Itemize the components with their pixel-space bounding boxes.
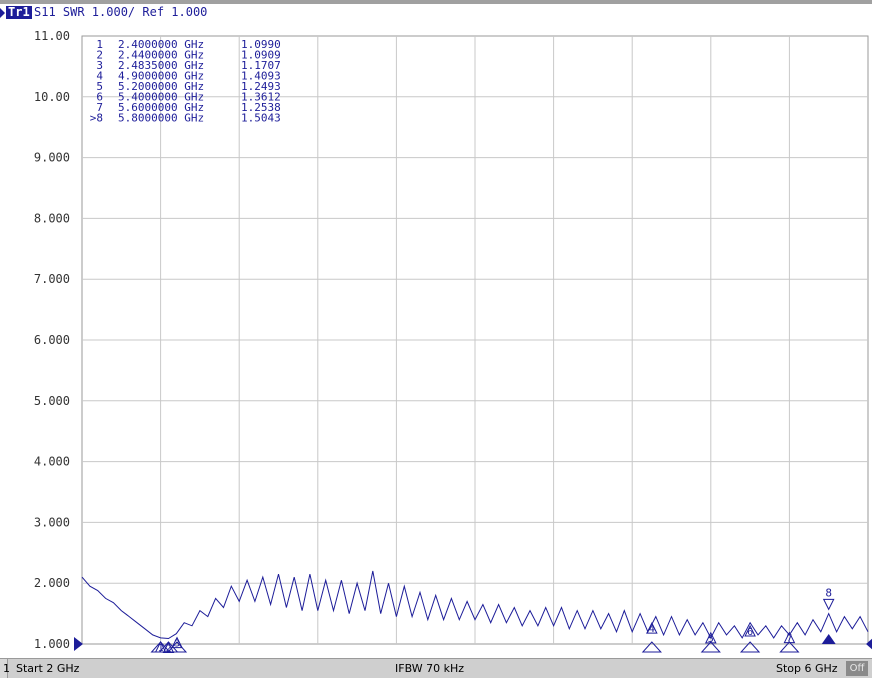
y-tick-label: 3.000 — [34, 515, 70, 529]
marker-position-icon[interactable] — [739, 641, 761, 653]
marker-table-id[interactable]: 1 — [96, 38, 103, 51]
swr-chart[interactable]: 1.000 2.000 3.000 4.000 5.000 6.000 7.000 8.000… — [0, 22, 872, 656]
y-tick-label: 2.000 — [34, 576, 70, 590]
y-tick-label: 9.000 — [34, 151, 70, 165]
active-marker-position-icon[interactable] — [821, 634, 836, 644]
y-tick-label: 7.000 — [34, 272, 70, 286]
marker-label: 6 — [747, 627, 753, 638]
marker-icon[interactable] — [646, 621, 658, 634]
marker-table-id[interactable]: 5 — [96, 80, 103, 93]
marker-table-value: 1.3612 — [241, 91, 281, 104]
marker-table-frequency: 4.9000000 GHz — [118, 70, 204, 83]
top-border — [0, 0, 872, 4]
reference-level-right-icon[interactable] — [866, 637, 872, 651]
off-indicator[interactable]: Off — [846, 661, 868, 676]
marker-table-frequency: 2.4400000 GHz — [118, 49, 204, 62]
marker-table-id[interactable]: 4 — [96, 70, 103, 83]
y-tick-label: 1.000 — [34, 637, 70, 651]
marker-position-icon[interactable] — [641, 641, 662, 653]
channel-number[interactable]: 1 — [0, 659, 10, 678]
marker-label: 1 — [158, 643, 164, 654]
marker-table-id[interactable]: 6 — [96, 91, 103, 104]
marker-table-frequency: 2.4835000 GHz — [118, 59, 204, 72]
marker-icon[interactable] — [171, 636, 183, 649]
status-bar: 1 Start 2 GHz IFBW 70 kHz Stop 6 GHz Off — [0, 658, 872, 678]
marker-label: 2 — [165, 643, 171, 654]
y-tick-label: 11.00 — [34, 29, 70, 43]
start-frequency[interactable]: Start 2 GHz — [16, 662, 80, 675]
marker-table-frequency: 2.4000000 GHz — [118, 38, 204, 51]
marker-table-value: 1.5043 — [241, 112, 281, 125]
trace-info: S11 SWR 1.000/ Ref 1.000 — [34, 5, 208, 19]
marker-table-id[interactable]: 7 — [96, 101, 103, 114]
marker-table-id[interactable]: >8 — [90, 112, 103, 125]
active-trace-arrow-icon — [0, 8, 5, 18]
marker-table-value: 1.4093 — [241, 70, 281, 83]
marker-label: 3 — [174, 639, 180, 650]
marker-table-frequency: 5.2000000 GHz — [118, 80, 204, 93]
marker-table-value: 1.2538 — [241, 101, 281, 114]
stop-frequency[interactable]: Stop 6 GHz — [776, 662, 838, 675]
marker-table-value: 1.1707 — [241, 59, 281, 72]
marker-icon[interactable] — [744, 624, 756, 637]
y-tick-label: 4.000 — [34, 455, 70, 469]
marker-label: 8 — [825, 586, 832, 599]
marker-position-icon[interactable] — [779, 641, 800, 653]
y-tick-label: 8.000 — [34, 211, 70, 225]
marker-position-icon[interactable] — [166, 641, 188, 653]
ifbw-readout[interactable]: IFBW 70 kHz — [395, 662, 465, 675]
marker-active-icon[interactable] — [822, 598, 835, 611]
marker-table-id[interactable]: 3 — [96, 59, 103, 72]
marker-table-value: 1.0990 — [241, 38, 281, 51]
marker-label: 4 — [649, 624, 655, 635]
marker-icon[interactable] — [704, 631, 717, 644]
reference-level-icon[interactable] — [74, 637, 83, 651]
y-tick-label: 6.000 — [34, 333, 70, 347]
swr-trace-line — [81, 570, 869, 640]
y-tick-label: 5.000 — [34, 394, 70, 408]
trace-label[interactable]: Tr1 — [6, 5, 32, 19]
marker-table-frequency: 5.6000000 GHz — [118, 101, 204, 114]
marker-table-id[interactable]: 2 — [96, 49, 103, 62]
marker-table-value: 1.2493 — [241, 80, 281, 93]
y-tick-label: 10.00 — [34, 90, 70, 104]
marker-label: 7 — [786, 634, 792, 645]
marker-label: 5 — [708, 634, 714, 645]
marker-table-value: 1.0909 — [241, 49, 281, 62]
marker-position-icon[interactable] — [700, 641, 721, 653]
marker-table-frequency: 5.4000000 GHz — [118, 91, 204, 104]
marker-table-frequency: 5.8000000 GHz — [118, 112, 204, 125]
